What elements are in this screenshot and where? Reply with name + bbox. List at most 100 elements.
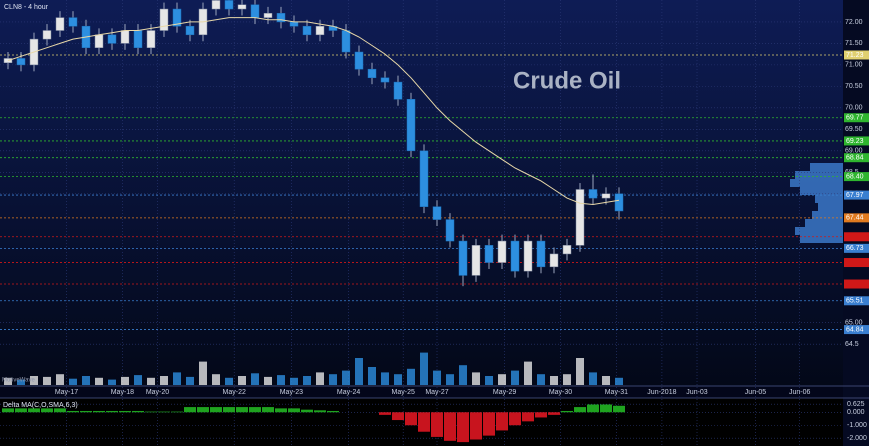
chart-title: CLN8 - 4 hour <box>4 4 49 11</box>
volume-bar <box>55 374 64 385</box>
volume-bar <box>446 374 455 385</box>
volume-bar <box>316 372 325 385</box>
level-box <box>844 190 869 200</box>
level-box <box>844 232 869 242</box>
volume-bar <box>498 374 507 385</box>
x-tick-label: May-20 <box>146 389 169 396</box>
volume-bar <box>237 376 246 385</box>
delta-bar <box>170 411 183 413</box>
volume-bar <box>185 376 194 385</box>
x-tick-label: Jun-03 <box>686 389 708 396</box>
volume-bar <box>459 365 468 385</box>
volume-bar <box>511 370 520 385</box>
delta-bar <box>392 412 405 421</box>
volume-bar <box>433 370 442 385</box>
candle-body <box>341 30 351 53</box>
y-tick-label: 65.00 <box>845 320 863 327</box>
candle-body <box>315 25 325 36</box>
volume-bar <box>615 377 624 385</box>
candle-body <box>250 4 260 18</box>
candle-body <box>172 8 182 27</box>
delta-bar <box>379 412 392 415</box>
y-tick-label: 70.00 <box>845 105 863 112</box>
delta-bar <box>509 412 522 426</box>
candle-body <box>458 240 468 276</box>
level-box <box>844 243 869 253</box>
y-tick-label: 71.50 <box>845 40 863 47</box>
x-tick-label: May-29 <box>493 389 516 396</box>
delta-bar <box>483 412 496 436</box>
volume-bar <box>16 379 25 385</box>
candle-body <box>484 245 494 263</box>
candle-body <box>510 240 520 272</box>
delta-bar <box>574 407 587 413</box>
candle-body <box>445 219 455 242</box>
volume-bar <box>133 375 142 385</box>
candle-body <box>146 30 156 48</box>
candle-body <box>276 13 286 23</box>
volume-bar <box>563 374 572 385</box>
candle-body <box>601 193 611 199</box>
volume-bar <box>602 376 611 385</box>
volume-bar <box>485 376 494 385</box>
volume-bar <box>146 377 155 385</box>
x-tick-label: May-22 <box>223 389 246 396</box>
y-tick-label: 69.00 <box>845 148 863 155</box>
level-box <box>844 172 869 182</box>
level-label: 68.84 <box>846 155 864 162</box>
watermark: MotiveWave <box>2 378 35 384</box>
volume-bar <box>277 375 285 385</box>
candle-body <box>237 4 247 10</box>
x-tick-label: Jun-06 <box>789 389 811 396</box>
volume-bar <box>407 368 416 385</box>
volume-bar <box>303 376 312 385</box>
volume-bar <box>290 377 299 385</box>
delta-bar <box>53 408 66 413</box>
price-axis <box>843 0 869 446</box>
delta-bar <box>131 410 144 413</box>
delta-bar <box>261 407 274 413</box>
delta-bar <box>275 408 287 413</box>
delta-bar <box>444 412 457 441</box>
candle-body <box>614 193 624 212</box>
annotation: Crude Oil <box>513 67 621 94</box>
candle-body <box>185 25 195 36</box>
delta-bar <box>587 404 600 413</box>
delta-bar <box>613 405 626 413</box>
moving-average <box>7 17 620 206</box>
y-tick-label: 69.50 <box>845 126 863 133</box>
level-label: 64.84 <box>846 326 864 333</box>
volume-bar <box>211 374 220 385</box>
delta-bar <box>222 407 235 413</box>
level-label: 69.77 <box>846 115 864 122</box>
candle-body <box>536 240 546 268</box>
candle-body <box>523 240 533 272</box>
delta-bar <box>183 407 196 413</box>
candle-body <box>224 0 234 10</box>
candle-body <box>120 30 130 44</box>
y-tick-label: 64.5 <box>845 341 859 348</box>
level-box <box>844 279 869 289</box>
x-tick-label: May-27 <box>425 389 448 396</box>
delta-bar <box>248 407 261 413</box>
candle-body <box>367 68 377 79</box>
y-tick-label: 72.00 <box>845 19 863 26</box>
candle-body <box>289 21 299 27</box>
volume-bar <box>589 372 598 385</box>
delta-bar <box>209 407 222 413</box>
level-label: 67.44 <box>846 215 864 222</box>
candle-body <box>575 189 585 246</box>
delta-bar <box>431 412 444 437</box>
level-box <box>844 153 869 163</box>
candle-body <box>42 30 52 40</box>
delta-bar <box>144 411 157 413</box>
delta-bar <box>66 410 79 413</box>
level-box <box>844 113 869 123</box>
volume-bar <box>524 361 533 385</box>
x-tick-label: Jun-05 <box>745 389 767 396</box>
level-label: 67.97 <box>846 192 864 199</box>
candle-body <box>354 51 364 70</box>
volume-bar <box>250 373 259 385</box>
x-tick-label: May-18 <box>111 389 134 396</box>
candle-body <box>107 34 117 44</box>
